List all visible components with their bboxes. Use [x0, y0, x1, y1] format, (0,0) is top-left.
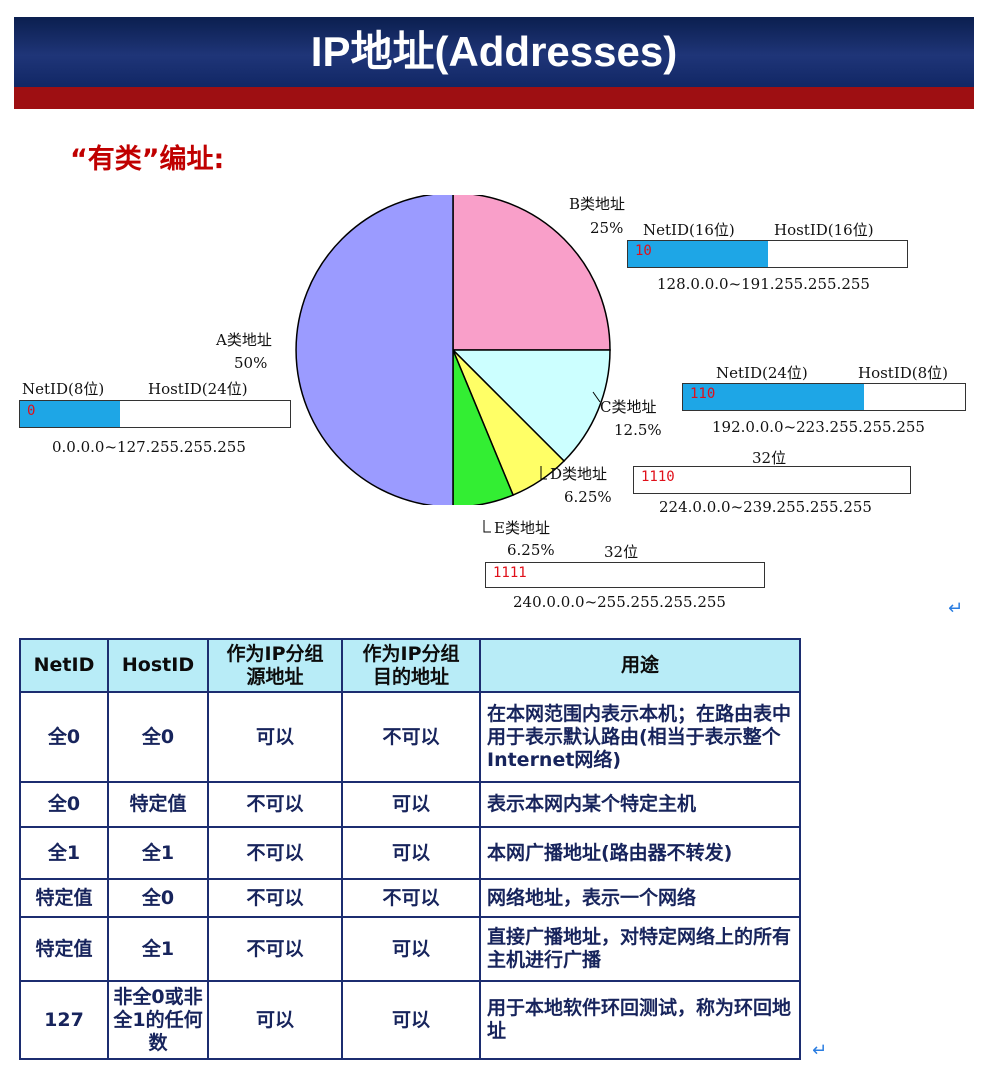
- class-e-label: E类地址: [494, 519, 550, 537]
- class-e-width-label: 32位: [604, 543, 639, 561]
- class-d-prefix-bits: 1110: [641, 469, 675, 485]
- cell-hostid: 非全0或非全1的任何数: [107, 980, 209, 1060]
- cell-source: 可以: [207, 691, 343, 783]
- class-b-hostid-label: HostID(16位): [774, 221, 874, 239]
- class-a-hostid-label: HostID(24位): [148, 380, 248, 398]
- cell-destination: 可以: [341, 826, 481, 880]
- class-c-address-bar: 110: [682, 383, 966, 411]
- class-e-range: 240.0.0.0~255.255.255.255: [513, 593, 726, 611]
- class-a-netid-field: [20, 401, 120, 427]
- class-d-percent: 6.25%: [564, 488, 612, 506]
- return-mark-bottom: ↵: [812, 1040, 828, 1061]
- table-row: 特定值 全1 不可以 可以 直接广播地址，对特定网络上的所有主机进行广播: [19, 916, 801, 982]
- pie-slice-c: [451, 349, 611, 463]
- class-b-range: 128.0.0.0~191.255.255.255: [657, 275, 870, 293]
- cell-destination: 可以: [341, 980, 481, 1060]
- pie-slice-e: [452, 349, 515, 505]
- table-row: 127 非全0或非全1的任何数 可以 可以 用于本地软件环回测试，称为环回地址: [19, 980, 801, 1060]
- cell-destination: 不可以: [341, 691, 481, 783]
- class-b-netid-field: [628, 241, 768, 267]
- cell-usage: 在本网范围内表示本机；在路由表中用于表示默认路由(相当于表示整个Internet…: [479, 691, 801, 783]
- table-row: 全0 特定值 不可以 可以 表示本网内某个特定主机: [19, 781, 801, 828]
- cell-usage: 网络地址，表示一个网络: [479, 878, 801, 918]
- class-d-width-label: 32位: [752, 449, 787, 467]
- table-header-row: NetID HostID 作为IP分组 源地址 作为IP分组 目的地址 用途: [19, 638, 801, 693]
- cell-netid: 全0: [19, 781, 109, 828]
- cell-netid: 127: [19, 980, 109, 1060]
- class-c-range: 192.0.0.0~223.255.255.255: [712, 418, 925, 436]
- special-address-table: NetID HostID 作为IP分组 源地址 作为IP分组 目的地址 用途 全…: [19, 638, 801, 1060]
- title-bar: [14, 17, 974, 87]
- class-b-percent: 25%: [590, 219, 624, 237]
- class-c-hostid-label: HostID(8位): [858, 364, 949, 382]
- class-b-address-bar: 10: [627, 240, 908, 268]
- leader-lines: [483, 391, 601, 533]
- page-title: IP地址(Addresses): [310, 28, 678, 75]
- class-c-netid-field: [683, 384, 864, 410]
- class-d-label: D类地址: [550, 465, 608, 483]
- class-a-label: A类地址: [216, 331, 272, 349]
- address-class-pie-chart: [295, 195, 611, 505]
- header-netid: NetID: [19, 638, 109, 693]
- cell-source: 不可以: [207, 878, 343, 918]
- subtitle: “有类”编址:: [70, 144, 225, 175]
- cell-destination: 不可以: [341, 878, 481, 918]
- cell-hostid: 特定值: [107, 781, 209, 828]
- class-a-percent: 50%: [234, 354, 268, 372]
- cell-hostid: 全1: [107, 826, 209, 880]
- table-row: 全0 全0 可以 不可以 在本网范围内表示本机；在路由表中用于表示默认路由(相当…: [19, 691, 801, 783]
- class-c-label: C类地址: [600, 398, 657, 416]
- header-usage: 用途: [479, 638, 801, 693]
- class-c-prefix-bits: 110: [690, 386, 716, 402]
- class-c-netid-label: NetID(24位): [716, 364, 808, 382]
- header-source: 作为IP分组 源地址: [207, 638, 343, 693]
- class-b-prefix-bits: 10: [635, 243, 652, 259]
- table-row: 特定值 全0 不可以 不可以 网络地址，表示一个网络: [19, 878, 801, 918]
- class-c-percent: 12.5%: [614, 421, 662, 439]
- cell-source: 不可以: [207, 916, 343, 982]
- cell-source: 可以: [207, 980, 343, 1060]
- class-a-netid-label: NetID(8位): [22, 380, 105, 398]
- class-a-address-bar: 0: [19, 400, 291, 428]
- header-hostid: HostID: [107, 638, 209, 693]
- cell-destination: 可以: [341, 781, 481, 828]
- header-destination: 作为IP分组 目的地址: [341, 638, 481, 693]
- return-mark-top: ↵: [948, 598, 964, 619]
- cell-usage: 直接广播地址，对特定网络上的所有主机进行广播: [479, 916, 801, 982]
- cell-usage: 表示本网内某个特定主机: [479, 781, 801, 828]
- class-e-address-bar: 1111: [485, 562, 765, 588]
- cell-netid: 特定值: [19, 878, 109, 918]
- cell-netid: 全1: [19, 826, 109, 880]
- cell-source: 不可以: [207, 826, 343, 880]
- class-a-prefix-bits: 0: [27, 403, 36, 419]
- class-b-netid-label: NetID(16位): [643, 221, 735, 239]
- cell-usage: 用于本地软件环回测试，称为环回地址: [479, 980, 801, 1060]
- class-d-range: 224.0.0.0~239.255.255.255: [659, 498, 872, 516]
- cell-hostid: 全0: [107, 878, 209, 918]
- class-d-address-bar: 1110: [633, 466, 911, 494]
- table-row: 全1 全1 不可以 可以 本网广播地址(路由器不转发): [19, 826, 801, 880]
- pie-slice-b: [452, 195, 611, 351]
- class-e-percent: 6.25%: [507, 541, 555, 559]
- cell-usage: 本网广播地址(路由器不转发): [479, 826, 801, 880]
- cell-destination: 可以: [341, 916, 481, 982]
- class-e-prefix-bits: 1111: [493, 565, 527, 581]
- pie-slice-a: [295, 195, 454, 505]
- cell-netid: 全0: [19, 691, 109, 783]
- cell-hostid: 全1: [107, 916, 209, 982]
- class-b-label: B类地址: [569, 195, 626, 213]
- cell-source: 不可以: [207, 781, 343, 828]
- class-a-range: 0.0.0.0~127.255.255.255: [52, 438, 246, 456]
- cell-netid: 特定值: [19, 916, 109, 982]
- title-bar-red-stripe: [14, 87, 974, 109]
- cell-hostid: 全0: [107, 691, 209, 783]
